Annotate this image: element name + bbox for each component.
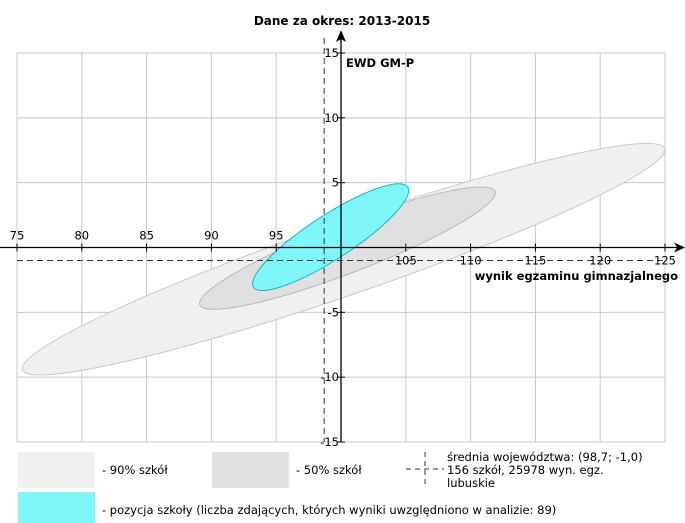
x-tick-label: 75 [10, 229, 25, 243]
x-tick-label: 120 [589, 254, 611, 268]
x-tick-label: 110 [460, 254, 482, 268]
y-tick-label: -5 [328, 305, 339, 319]
legend-mean-line2: 156 szkół, 25978 wyn. egz. [447, 463, 604, 477]
x-tick-label: 95 [269, 229, 284, 243]
y-tick-label: -15 [320, 435, 339, 449]
legend-mean-line1: średnia województwa: (98,7; -1,0) [447, 450, 643, 464]
chart-title: Dane za okres: 2013-2015 [254, 14, 430, 28]
legend-label-position: - pozycja szkoły (liczba zdających, któr… [102, 503, 556, 517]
legend-label-90: - 90% szkół [102, 463, 168, 477]
x-tick-label: 125 [654, 254, 676, 268]
legend-mean-symbol [406, 452, 444, 488]
y-tick-label: 5 [332, 176, 339, 190]
y-tick-label: -10 [320, 370, 339, 384]
legend-swatch-90 [18, 452, 95, 488]
y-tick-label: 15 [324, 46, 339, 60]
x-tick-label: 80 [74, 229, 89, 243]
x-tick-label: 85 [139, 229, 154, 243]
ellipses [21, 142, 666, 376]
x-tick-label: 90 [204, 229, 219, 243]
y-axis-label: EWD GM-P [346, 56, 414, 70]
x-axis-arrow [674, 242, 685, 253]
ellipse-position [252, 183, 410, 292]
legend-mean-line3: lubuskie [447, 476, 495, 490]
y-axis-arrow [336, 30, 346, 42]
x-tick-label: 115 [524, 254, 546, 268]
legend-swatch-50 [212, 452, 289, 488]
legend-label-50: - 50% szkół [296, 463, 362, 477]
x-tick-label: 105 [395, 254, 417, 268]
tick-labels: 75 80 85 90 95 105 110 115 120 125 -15 -10 -5 5 10 15 [10, 46, 676, 449]
legend-swatch-position [18, 492, 95, 523]
y-tick-label: 10 [324, 111, 339, 125]
axes [0, 30, 685, 442]
x-axis-label: wynik egzaminu gimnazjalnego [475, 269, 678, 283]
